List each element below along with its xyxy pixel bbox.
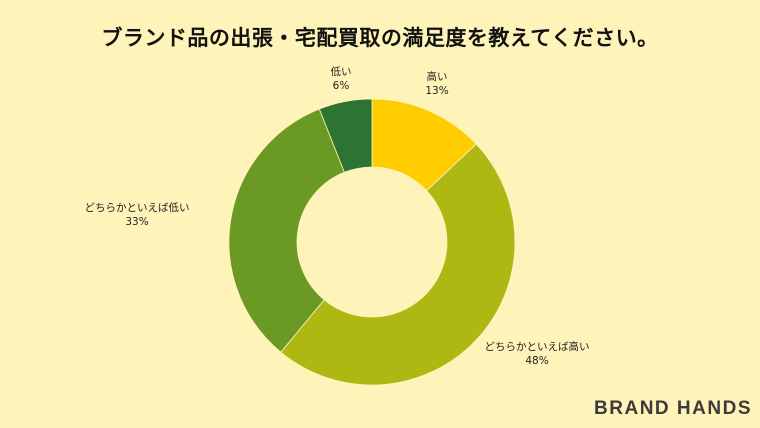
slice-value-1: 13% (425, 85, 448, 97)
slice-label-2: どちらかといえば高い (485, 340, 590, 353)
slice-label-1: 高い (427, 70, 448, 83)
slice-label-3: どちらかといえば低い (85, 201, 190, 214)
slice-label-4: 低い (331, 65, 352, 78)
slice-3 (228, 108, 345, 353)
slice-value-3: 33% (125, 216, 148, 228)
slice-value-4: 6% (333, 80, 350, 92)
slice-4 (318, 98, 373, 173)
labels-group: 高い 13% どちらかといえば高い 48% どちらかといえば低い 33% 低い 6% (85, 65, 590, 367)
slice-value-2: 48% (525, 355, 548, 367)
brand-logo: BRAND HANDS (594, 398, 752, 419)
slices-group (228, 98, 516, 386)
chart-title: ブランド品の出張・宅配買取の満足度を教えてください。 (101, 26, 659, 50)
slice-2 (280, 143, 516, 386)
